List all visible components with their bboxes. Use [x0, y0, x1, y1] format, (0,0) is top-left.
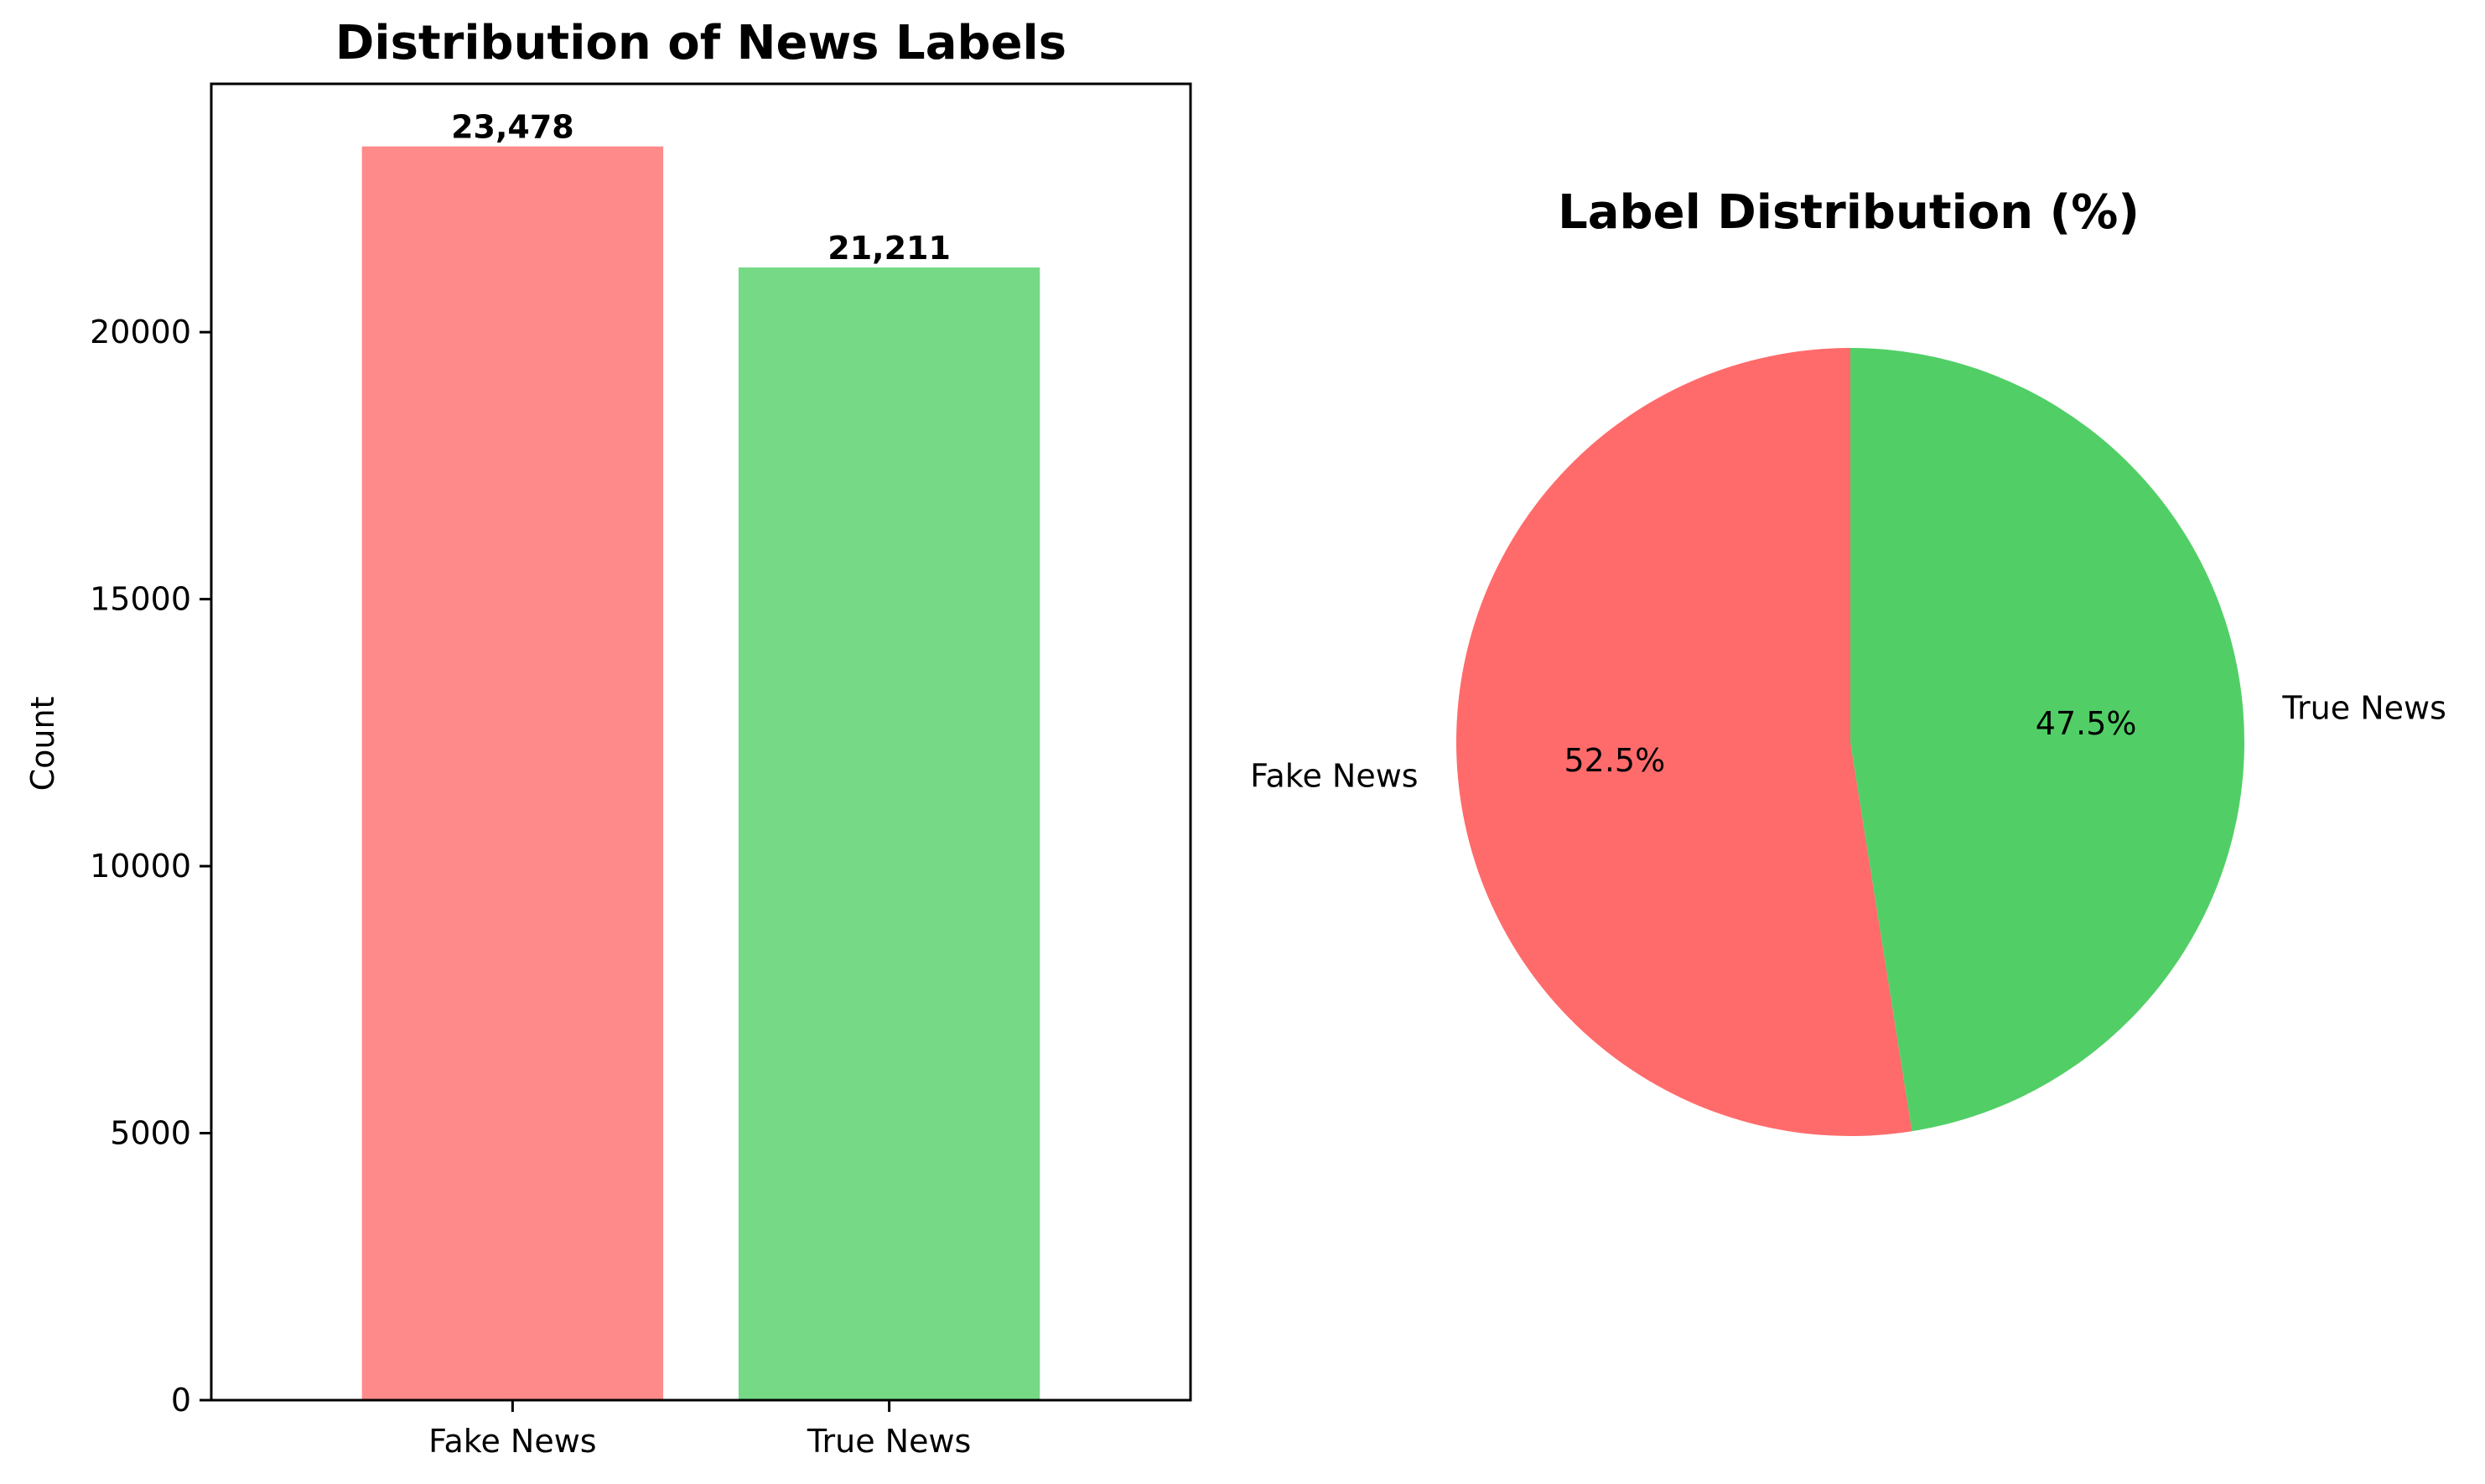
pie-slice-fake-news [1455, 348, 1912, 1137]
pie-slice-true-news [1850, 348, 2244, 1132]
plot-frame [210, 82, 1192, 1402]
y-tick-label: 5000 [110, 1115, 191, 1152]
y-axis-ticks: 0 5000 10000 15000 20000 [90, 314, 211, 1419]
y-axis-label: Count [24, 697, 61, 791]
pie-percent-label: 52.5% [1564, 742, 1666, 779]
bar-true-news [738, 267, 1040, 1401]
pie-category-label: Fake News [1250, 758, 1418, 795]
bar-fake-news [361, 146, 664, 1401]
pie-percent-label: 47.5% [2036, 705, 2137, 742]
pie-chart-title: Label Distribution (%) [1558, 185, 2140, 240]
x-tick-label: True News [807, 1423, 971, 1460]
pie-slices: 52.5% Fake News 47.5% True News [1250, 348, 2446, 1137]
bar-chart-title: Distribution of News Labels [335, 16, 1066, 70]
bar-chart: Distribution of News Labels Count 0 5000 1… [24, 16, 1192, 1460]
x-axis-ticks: Fake News True News [428, 1400, 971, 1460]
y-tick-label: 10000 [90, 848, 191, 885]
y-tick-label: 15000 [90, 581, 191, 618]
bars: 23,478 21,211 [361, 109, 1040, 1401]
bar-value-label: 23,478 [451, 109, 574, 146]
bar-value-label: 21,211 [827, 230, 951, 267]
y-tick-label: 0 [171, 1382, 191, 1419]
x-tick-label: Fake News [428, 1423, 596, 1460]
pie-chart: Label Distribution (%) 52.5% Fake News 47.… [1250, 185, 2446, 1137]
pie-category-label: True News [2281, 689, 2446, 726]
y-tick-label: 20000 [90, 314, 191, 350]
